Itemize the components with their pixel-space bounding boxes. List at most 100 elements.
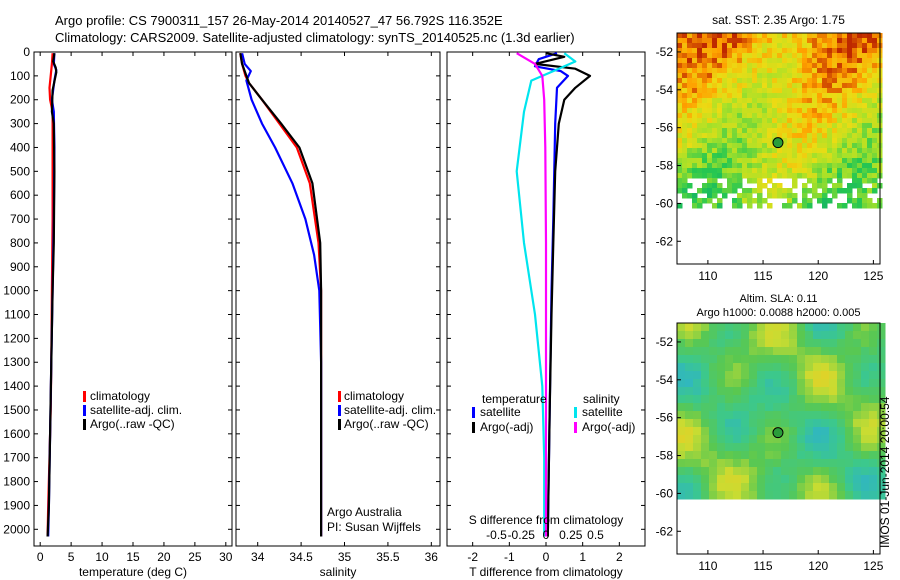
sla-map-cell [725, 459, 734, 468]
sst-map-cell [742, 153, 748, 159]
sla-map-cell [677, 491, 686, 500]
sla-map-cell [733, 459, 742, 468]
sst-map-cell [747, 38, 753, 44]
sst-map-cell [797, 63, 803, 69]
sst-map-cell [732, 173, 738, 179]
sla-map-cell [733, 331, 742, 340]
sst-map-cell [822, 138, 828, 144]
sla-map-cell [733, 379, 742, 388]
sla-map-cell [861, 475, 870, 484]
difference-legend-swatch [472, 422, 475, 433]
sst-map-cell [702, 143, 708, 149]
sla-map-cell [757, 331, 766, 340]
sst-map-cell [817, 108, 823, 114]
sla-map-cell [701, 347, 710, 356]
sla-map-cell [789, 347, 798, 356]
sst-map-cell [752, 188, 758, 194]
sst-map-cell [732, 153, 738, 159]
sst-map-cell [677, 33, 683, 39]
sst-map-cell [817, 193, 823, 199]
sst-map-cell [857, 198, 863, 204]
sst-map-cell [837, 178, 843, 184]
sst-map-cell [727, 128, 733, 134]
sst-map-xtick-label: 120 [808, 269, 828, 283]
sst-map-cell [677, 148, 683, 154]
sst-map-cell [712, 123, 718, 129]
sst-map-cell [807, 198, 813, 204]
sst-map-cell [787, 68, 793, 74]
sst-map-cell [857, 203, 863, 209]
sst-map-cell [812, 58, 818, 64]
sst-map-cell [692, 128, 698, 134]
sst-map-cell [822, 63, 828, 69]
sst-map-cell [722, 123, 728, 129]
sst-map-cell [837, 38, 843, 44]
sst-map-cell [702, 198, 708, 204]
sla-map-cell [765, 363, 774, 372]
sla-map-cell [869, 371, 878, 380]
sst-map-cell [872, 178, 878, 184]
sst-map-cell [832, 88, 838, 94]
sst-map-cell [692, 68, 698, 74]
sst-map-cell [847, 153, 853, 159]
sst-map-cell [692, 103, 698, 109]
sst-map-cell [732, 43, 738, 49]
sst-map-cell [692, 48, 698, 54]
sla-map-cell [829, 339, 838, 348]
sst-map-cell [872, 38, 878, 44]
sst-map-cell [692, 118, 698, 124]
sla-map-cell [821, 371, 830, 380]
sst-map-cell [862, 78, 868, 84]
sst-map-cell [802, 133, 808, 139]
sst-map-cell [822, 158, 828, 164]
sst-map-cell [837, 188, 843, 194]
sst-map-cell [712, 43, 718, 49]
sst-map-cell [812, 73, 818, 79]
sst-map-cell [682, 158, 688, 164]
sst-map-cell [777, 53, 783, 59]
sst-map-cell [732, 38, 738, 44]
sst-map-cell [792, 83, 798, 89]
sst-map-cell [762, 43, 768, 49]
sst-map-cell [757, 203, 763, 209]
sst-map-cell [712, 83, 718, 89]
sst-map-cell [677, 48, 683, 54]
sst-map-cell [727, 168, 733, 174]
sla-map-cell [837, 347, 846, 356]
sst-map-cell [692, 198, 698, 204]
sst-map-cell [772, 118, 778, 124]
sst-map-cell [842, 133, 848, 139]
sla-map-cell [789, 403, 798, 412]
sla-map-cell [877, 467, 886, 476]
sst-map-cell [812, 133, 818, 139]
sst-map-cell [757, 108, 763, 114]
sla-map-cell [805, 387, 814, 396]
sst-map-cell [712, 143, 718, 149]
sst-map-cell [862, 73, 868, 79]
sst-map-cell [782, 138, 788, 144]
sst-map-cell [757, 98, 763, 104]
sst-map-cell [697, 38, 703, 44]
sst-map-cell [707, 53, 713, 59]
sst-map-cell [687, 53, 693, 59]
sst-map-cell [787, 138, 793, 144]
sst-map-cell [747, 43, 753, 49]
sla-map-cell [781, 331, 790, 340]
sst-map-cell [727, 83, 733, 89]
sla-map-cell [853, 379, 862, 388]
sla-map-cell [869, 491, 878, 500]
sla-map-cell [837, 483, 846, 492]
sla-map-cell [877, 363, 886, 372]
sla-map-cell [741, 395, 750, 404]
sst-map-cell [682, 193, 688, 199]
sst-map-cell [802, 68, 808, 74]
sst-map-cell [702, 113, 708, 119]
sla-map-cell [869, 363, 878, 372]
sst-map-cell [732, 198, 738, 204]
sst-map-cell [767, 123, 773, 129]
sst-map-cell [737, 78, 743, 84]
sla-map-cell [773, 467, 782, 476]
sst-map-cell [747, 113, 753, 119]
sst-map-cell [802, 108, 808, 114]
sst-map-cell [767, 58, 773, 64]
